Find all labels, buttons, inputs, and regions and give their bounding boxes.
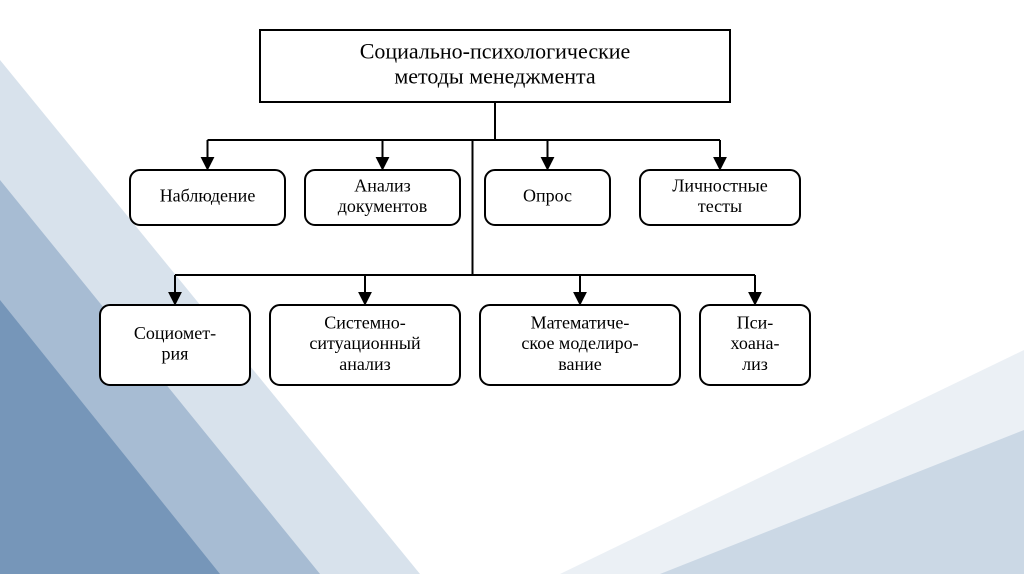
row1-node-1: Анализдокументов xyxy=(305,170,460,225)
row1-node-3-label: Личностные xyxy=(672,175,768,195)
row2-node-0: Социомет-рия xyxy=(100,305,250,385)
title-box-label: методы менеджмента xyxy=(394,64,596,89)
row1-node-0-label: Наблюдение xyxy=(160,186,256,206)
row2-node-1-label: Системно- xyxy=(324,312,406,332)
row2-node-2-label: Математиче- xyxy=(531,312,630,332)
row2-node-3-label: хоана- xyxy=(731,333,780,353)
row2-node-0-label: Социомет- xyxy=(134,323,216,343)
row1-node-3: Личностныетесты xyxy=(640,170,800,225)
row1-node-3-label: тесты xyxy=(698,196,742,216)
row2-node-1-label: анализ xyxy=(339,354,391,374)
row2-node-2-label: ское моделиро- xyxy=(521,333,638,353)
row2-node-1: Системно-ситуационныйанализ xyxy=(270,305,460,385)
row2-node-1-label: ситуационный xyxy=(309,333,421,353)
row2-node-2-label: вание xyxy=(558,354,602,374)
title-box: Социально-психологическиеметоды менеджме… xyxy=(260,30,730,102)
row1-node-0: Наблюдение xyxy=(130,170,285,225)
row2-node-3-label: лиз xyxy=(742,354,768,374)
row2-node-3: Пси-хоана-лиз xyxy=(700,305,810,385)
row1-node-1-label: документов xyxy=(338,196,428,216)
row1-node-2: Опрос xyxy=(485,170,610,225)
row2-node-3-label: Пси- xyxy=(737,312,774,332)
row2-node-2: Математиче-ское моделиро-вание xyxy=(480,305,680,385)
row1-node-2-label: Опрос xyxy=(523,186,572,206)
title-box-label: Социально-психологические xyxy=(360,38,631,63)
row1-node-1-label: Анализ xyxy=(354,175,411,195)
row2-node-0-label: рия xyxy=(162,343,189,363)
